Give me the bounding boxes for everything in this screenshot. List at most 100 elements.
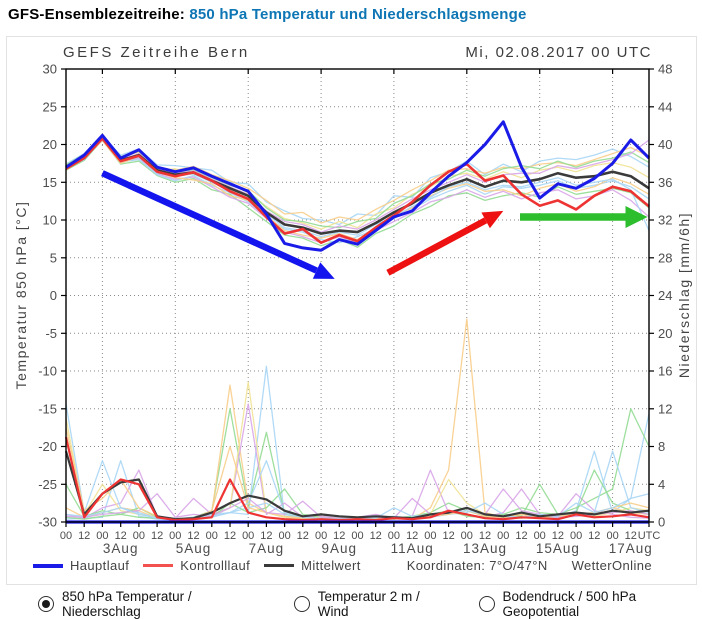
svg-text:8: 8: [658, 439, 665, 454]
svg-text:24: 24: [658, 288, 672, 303]
svg-text:20: 20: [43, 137, 57, 152]
svg-text:00: 00: [534, 530, 546, 542]
svg-text:12: 12: [187, 530, 199, 542]
axis-ticks: [61, 68, 654, 527]
page-title-accent: 850 hPa Temperatur und Niederschlagsmeng…: [184, 6, 527, 23]
svg-text:5Aug: 5Aug: [176, 541, 212, 556]
svg-text:00: 00: [242, 530, 254, 542]
date-tick-labels: 3Aug 5Aug 7Aug 9Aug 11Aug 13Aug 15Aug 17Aug: [103, 541, 653, 556]
chart-widget: GEFS Zeitreihe Bern Mi, 02.08.2017 00 UT…: [6, 36, 697, 585]
svg-text:00: 00: [424, 530, 436, 542]
svg-text:00: 00: [606, 530, 618, 542]
mittelwert-line-swatch: [264, 564, 295, 567]
svg-text:12: 12: [151, 530, 163, 542]
svg-text:00: 00: [570, 530, 582, 542]
svg-text:15Aug: 15Aug: [536, 541, 580, 556]
svg-text:17Aug: 17Aug: [609, 541, 653, 556]
chart-title: GEFS Zeitreihe Bern: [63, 44, 250, 61]
legend-hauptlauf: Hauptlauf: [33, 558, 129, 573]
svg-text:12: 12: [78, 530, 90, 542]
svg-text:12: 12: [370, 530, 382, 542]
svg-text:12: 12: [552, 530, 564, 542]
radio-label[interactable]: Temperatur 2 m / Wind: [317, 589, 420, 619]
radio-temp2m-wind[interactable]: Temperatur 2 m / Wind: [293, 589, 445, 619]
svg-text:36: 36: [658, 175, 672, 190]
svg-text:3Aug: 3Aug: [103, 541, 139, 556]
precip-members: [65, 318, 650, 521]
svg-text:12: 12: [479, 530, 491, 542]
temp-members: [65, 134, 650, 248]
svg-text:15: 15: [43, 175, 57, 190]
svg-text:13Aug: 13Aug: [463, 541, 507, 556]
svg-text:00: 00: [96, 530, 108, 542]
svg-text:-20: -20: [38, 439, 57, 454]
svg-text:11Aug: 11Aug: [391, 541, 434, 556]
hauptlauf-line-swatch: [33, 563, 63, 568]
page-title: GFS-Ensemblezeitreihe: 850 hPa Temperatu…: [8, 6, 527, 23]
svg-text:10: 10: [43, 213, 57, 228]
temp-main: [65, 120, 651, 252]
svg-text:9Aug: 9Aug: [322, 541, 358, 556]
trend-up-arrow: [386, 217, 488, 276]
svg-text:-10: -10: [38, 364, 57, 379]
svg-text:00: 00: [60, 530, 72, 542]
svg-text:00: 00: [133, 530, 145, 542]
svg-text:00: 00: [497, 530, 509, 542]
radio-icon[interactable]: [478, 596, 495, 612]
svg-text:0: 0: [658, 515, 665, 530]
radio-bodendruck-geopotential[interactable]: Bodendruck / 500 hPa Geopotential: [478, 589, 702, 619]
plot-border: [65, 68, 650, 523]
kontrolllauf-line-swatch: [143, 564, 174, 567]
ensemble-chart: 302520151050-5-10-15-20-25-3048444036322…: [38, 62, 672, 557]
radio-label[interactable]: Bodendruck / 500 hPa Geopotential: [502, 589, 637, 619]
svg-text:00: 00: [351, 530, 363, 542]
svg-text:00: 00: [461, 530, 473, 542]
svg-text:7Aug: 7Aug: [249, 541, 285, 556]
trend-down-arrow: [101, 170, 318, 274]
svg-text:48: 48: [658, 62, 672, 77]
gridlines: [66, 69, 649, 522]
svg-text:5: 5: [50, 250, 57, 265]
radio-label[interactable]: 850 hPa Temperatur / Niederschlag: [62, 589, 192, 619]
svg-text:00: 00: [388, 530, 400, 542]
svg-text:12: 12: [588, 530, 600, 542]
svg-text:UTC: UTC: [638, 530, 661, 542]
svg-text:-5: -5: [45, 326, 57, 341]
svg-text:4: 4: [658, 477, 665, 492]
svg-text:12: 12: [442, 530, 454, 542]
hour-tick-labels: 00 12 00 12 00 12 00 12 00 12 00 12 00 12 00 12 00 12 00 12…: [60, 530, 660, 542]
legend-hauptlauf-label: Hauptlauf: [70, 558, 130, 573]
svg-text:12: 12: [260, 530, 272, 542]
svg-text:20: 20: [658, 326, 672, 341]
svg-text:12: 12: [515, 530, 527, 542]
radio-icon[interactable]: [38, 596, 54, 612]
svg-text:-15: -15: [38, 401, 57, 416]
page-title-prefix: GFS-Ensemblezeitreihe:: [8, 6, 185, 23]
chart-datetime: Mi, 02.08.2017 00 UTC: [465, 44, 652, 61]
svg-text:44: 44: [658, 99, 672, 114]
svg-text:00: 00: [206, 530, 218, 542]
svg-text:12: 12: [625, 530, 637, 542]
precip-main: [64, 436, 650, 524]
svg-text:12: 12: [224, 530, 236, 542]
legend-mittelwert: Mittelwert: [264, 558, 361, 573]
svg-text:00: 00: [278, 530, 290, 542]
svg-text:40: 40: [658, 137, 672, 152]
legend-mittelwert-label: Mittelwert: [301, 558, 361, 573]
svg-text:12: 12: [297, 530, 309, 542]
radio-850hpa-temp-niederschlag[interactable]: 850 hPa Temperatur / Niederschlag: [38, 589, 260, 619]
svg-text:00: 00: [169, 530, 181, 542]
legend-kontrolllauf: Kontrolllauf: [143, 558, 250, 573]
svg-text:00: 00: [315, 530, 327, 542]
svg-text:30: 30: [43, 62, 57, 77]
svg-text:12: 12: [333, 530, 345, 542]
svg-text:0: 0: [50, 288, 57, 303]
svg-text:28: 28: [658, 250, 672, 265]
svg-text:12: 12: [658, 401, 672, 416]
svg-text:16: 16: [658, 364, 672, 379]
coordinates-label: Koordinaten: 7°O/47°N: [406, 558, 548, 573]
radio-icon[interactable]: [293, 596, 310, 612]
trend-arrows: [101, 170, 648, 279]
svg-text:32: 32: [658, 213, 672, 228]
